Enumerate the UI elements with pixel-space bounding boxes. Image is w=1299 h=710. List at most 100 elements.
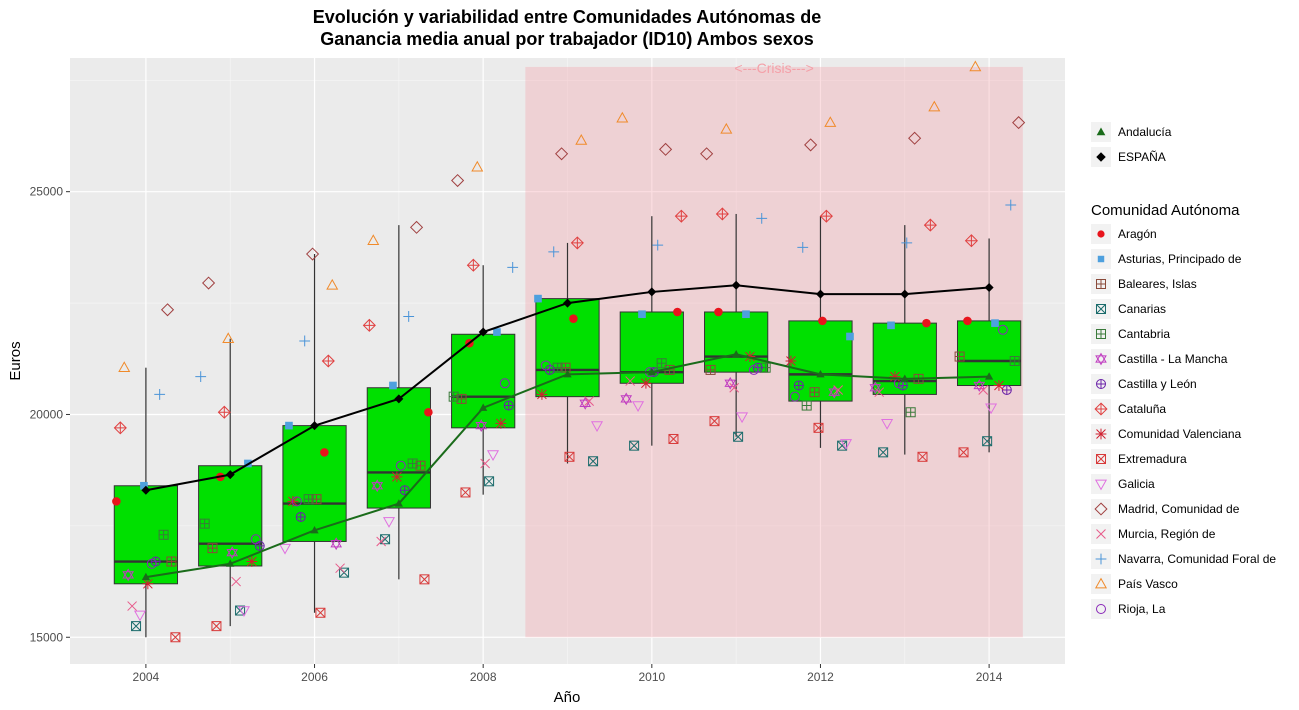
data-point <box>963 316 972 326</box>
data-point <box>122 568 134 582</box>
data-point <box>887 321 895 330</box>
data-point <box>303 494 314 505</box>
data-point <box>659 142 673 156</box>
legend-symbol <box>1096 152 1106 162</box>
data-point <box>536 389 548 400</box>
data-point <box>321 354 335 368</box>
data-point <box>507 262 519 273</box>
data-point <box>700 147 714 161</box>
data-point <box>874 387 885 398</box>
legend-label: Rioja, La <box>1118 602 1166 616</box>
data-point <box>889 371 901 382</box>
data-point <box>499 378 510 389</box>
data-point <box>403 311 415 322</box>
data-point <box>486 450 500 461</box>
data-point <box>652 239 664 251</box>
legend-title: Comunidad Autónoma <box>1091 202 1240 219</box>
legend-label: Canarias <box>1118 302 1166 316</box>
data-point <box>673 307 682 317</box>
crisis-label: <---Crisis---> <box>734 60 813 76</box>
data-point <box>742 310 750 319</box>
data-point <box>160 303 175 317</box>
legend-symbol <box>1096 127 1106 136</box>
data-point <box>112 497 121 506</box>
data-point <box>1009 356 1020 366</box>
espana-point <box>394 394 404 404</box>
legend-symbol <box>1097 230 1105 238</box>
data-point <box>588 456 599 467</box>
data-point <box>869 381 882 395</box>
data-point <box>448 391 459 402</box>
data-point <box>493 328 501 336</box>
legend-label-espana: ESPAÑA <box>1118 150 1166 164</box>
series-lines <box>141 280 994 581</box>
data-point <box>922 318 931 328</box>
data-point <box>133 610 147 622</box>
data-point <box>376 536 387 547</box>
data-point <box>997 324 1008 335</box>
data-point <box>1012 116 1026 130</box>
data-point <box>793 380 804 391</box>
data-point <box>729 382 740 393</box>
data-point <box>113 421 127 435</box>
data-point <box>335 563 345 574</box>
data-point <box>391 471 403 483</box>
data-point <box>231 576 241 587</box>
data-point <box>140 481 148 490</box>
andalucia-point <box>900 374 909 382</box>
y-tick-label: 15000 <box>30 630 64 644</box>
data-point <box>250 534 261 545</box>
legend-label: Cantabria <box>1118 327 1170 341</box>
data-point <box>419 574 430 585</box>
data-point <box>973 379 986 392</box>
espana-point <box>900 289 910 299</box>
data-point <box>1001 384 1012 395</box>
y-axis-label: Euros <box>7 341 24 380</box>
data-point <box>503 400 514 411</box>
espana-point <box>563 298 572 308</box>
data-point <box>881 419 894 430</box>
data-point <box>756 213 768 224</box>
data-point <box>395 460 406 471</box>
y-tick-label: 20000 <box>30 407 64 421</box>
data-point <box>237 606 251 617</box>
data-point <box>389 381 397 390</box>
data-point <box>736 412 749 424</box>
x-tick-label: 2014 <box>976 670 1003 684</box>
data-point <box>131 621 142 632</box>
data-point <box>991 319 999 327</box>
legend-symbol <box>1094 402 1108 416</box>
legend-label: Aragón <box>1118 227 1157 241</box>
data-point <box>285 421 293 430</box>
data-point <box>207 543 218 554</box>
legend-symbol <box>1094 577 1108 589</box>
data-point <box>202 276 216 290</box>
data-point <box>367 234 380 246</box>
data-point <box>818 316 827 326</box>
legend-label: Cataluña <box>1118 402 1166 416</box>
data-point <box>638 310 646 319</box>
legend-symbol <box>1096 304 1106 314</box>
legend-symbol <box>1096 279 1106 289</box>
data-point <box>744 351 756 362</box>
data-point <box>217 405 231 419</box>
espana-point <box>310 421 320 431</box>
data-point <box>246 556 258 567</box>
data-point <box>534 294 542 303</box>
data-point <box>451 173 465 188</box>
data-point <box>399 485 410 496</box>
x-tick-label: 2010 <box>638 670 665 684</box>
legend-label: Galicia <box>1118 477 1155 491</box>
data-point <box>584 396 594 406</box>
data-point <box>958 447 969 458</box>
data-point <box>668 433 679 444</box>
data-point <box>809 387 820 398</box>
data-point <box>410 220 424 234</box>
data-point <box>969 60 982 72</box>
data-point <box>287 495 299 507</box>
legend: Andalucía ESPAÑA Comunidad Autónoma Aragón A… <box>1091 122 1276 619</box>
andalucia-point <box>816 370 825 378</box>
data-point <box>382 517 396 528</box>
data-point <box>964 234 978 248</box>
